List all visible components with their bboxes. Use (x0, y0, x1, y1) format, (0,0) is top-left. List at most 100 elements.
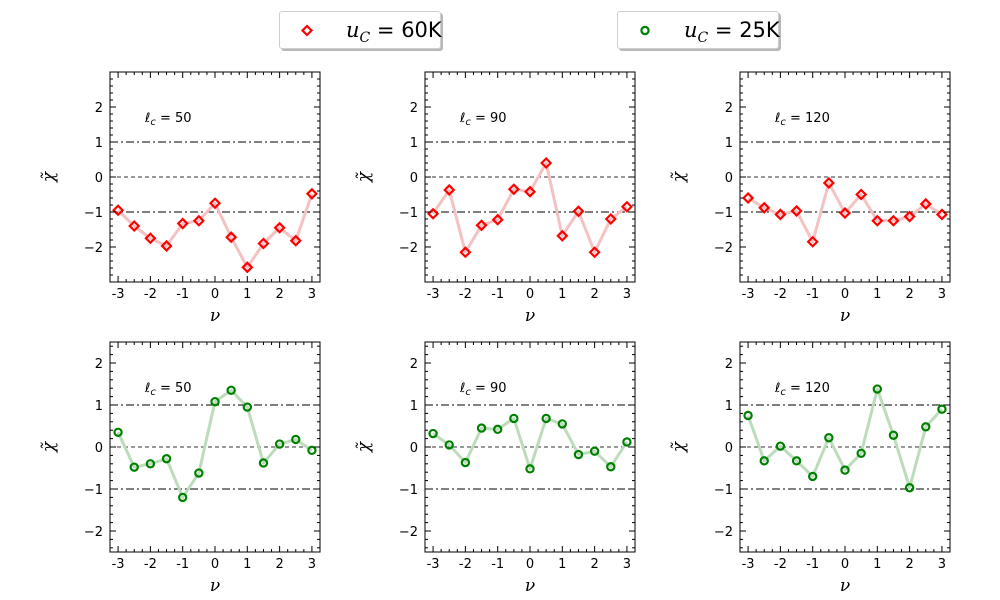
data-point (604, 212, 617, 226)
data-point (620, 200, 633, 213)
x-tick-label: 1 (243, 287, 251, 302)
x-tick-label: -1 (176, 557, 189, 572)
panel-label-sub: c (465, 387, 471, 398)
panel-label: ℓc = 120 (774, 111, 830, 128)
x-tick-label: 1 (243, 557, 251, 572)
y-axis-label: χ̃ (39, 440, 59, 453)
series-line (116, 388, 313, 499)
x-tick-label: 3 (938, 287, 946, 302)
data-point (855, 188, 868, 201)
data-point (742, 191, 755, 205)
data-point (525, 464, 535, 474)
x-tick-label: -3 (742, 557, 755, 572)
data-point (872, 384, 883, 394)
data-point (257, 237, 270, 250)
data-point (208, 197, 222, 210)
data-point (822, 176, 835, 190)
data-point (541, 413, 551, 424)
x-tick-label: 3 (308, 287, 316, 302)
data-point (573, 449, 584, 460)
panel-label: ℓc = 90 (459, 381, 507, 398)
x-tick-label: 1 (558, 557, 566, 572)
y-tick-label: 2 (725, 101, 733, 116)
x-tick-label: -2 (144, 557, 157, 572)
data-point (937, 404, 947, 414)
x-tick-label: -2 (144, 287, 157, 302)
data-point (606, 462, 616, 472)
x-tick-label: -1 (176, 287, 189, 302)
series-line (747, 181, 943, 244)
data-point (807, 471, 818, 482)
x-tick-label: 2 (590, 557, 598, 572)
x-tick-label: 2 (275, 557, 283, 572)
data-point (491, 213, 504, 226)
data-point (144, 232, 157, 245)
data-point (758, 201, 771, 214)
series-line (746, 387, 944, 490)
data-point (871, 214, 884, 227)
data-point (241, 261, 254, 274)
panel-bottom-1: -3 -2 -1 0 1 2 3 −2 −1 0 1 2 ν χ̃ ℓc = 50 (39, 341, 321, 596)
y-tick-label: 0 (410, 441, 418, 456)
legend-25k: uC = 25K (617, 11, 780, 49)
x-tick-label: 0 (211, 287, 219, 302)
data-point (128, 219, 141, 233)
data-point (176, 217, 189, 230)
y-tick-label: −1 (84, 206, 103, 221)
panel-label-sub: c (780, 387, 786, 398)
x-tick-label: -3 (112, 557, 125, 572)
data-point (459, 246, 472, 259)
x-tick-label: -1 (491, 287, 504, 302)
y-axis-label: χ̃ (669, 440, 689, 453)
panel-label: ℓc = 50 (144, 111, 192, 128)
y-tick-label: 1 (410, 399, 418, 414)
data-point (856, 448, 866, 458)
x-tick-label: 3 (623, 287, 631, 302)
data-point (273, 221, 286, 234)
x-tick-label: 3 (308, 557, 316, 572)
panel-label-sub: c (150, 117, 156, 128)
x-tick-label: 1 (873, 557, 881, 572)
y-tick-label: 0 (725, 441, 733, 456)
data-point (622, 437, 632, 447)
y-tick-label: −2 (399, 525, 418, 540)
data-point (160, 239, 173, 253)
data-point (903, 210, 916, 223)
x-axis-label: ν (525, 306, 535, 326)
x-axis-label: ν (525, 576, 535, 596)
data-point (507, 183, 520, 196)
legend-marker-circle-icon (640, 25, 650, 36)
data-point (556, 229, 569, 242)
data-point (129, 462, 139, 472)
data-point (790, 204, 803, 218)
x-tick-label: 1 (873, 287, 881, 302)
y-tick-label: −2 (84, 525, 103, 540)
y-tick-label: 2 (95, 101, 103, 116)
series-line (432, 416, 629, 471)
panel-label-value: = 50 (156, 381, 192, 396)
y-tick-label: 2 (95, 357, 103, 372)
x-tick-label: -3 (427, 557, 440, 572)
x-tick-label: 0 (526, 287, 534, 302)
data-point (540, 156, 553, 170)
data-point (743, 410, 753, 421)
data-point (289, 234, 302, 247)
data-point (775, 441, 786, 451)
x-tick-label: 0 (841, 287, 849, 302)
y-tick-label: 1 (410, 136, 418, 151)
x-tick-label: 2 (590, 287, 598, 302)
data-point (589, 446, 600, 456)
panel-label-value: = 90 (471, 111, 507, 126)
data-point (113, 427, 123, 437)
x-tick-label: -1 (806, 287, 819, 302)
y-tick-label: 0 (95, 171, 103, 186)
panel-label-var: ℓ (774, 381, 780, 396)
panel-label-var: ℓ (459, 381, 465, 396)
data-point (824, 433, 834, 443)
panel-label-value: = 120 (786, 381, 830, 396)
data-point (112, 204, 125, 217)
data-point (806, 235, 819, 248)
panel-bottom-3: -3 -2 -1 0 1 2 3 −2 −1 0 1 2 ν χ̃ ℓc = 120 (669, 341, 951, 596)
x-tick-label: 0 (211, 557, 219, 572)
